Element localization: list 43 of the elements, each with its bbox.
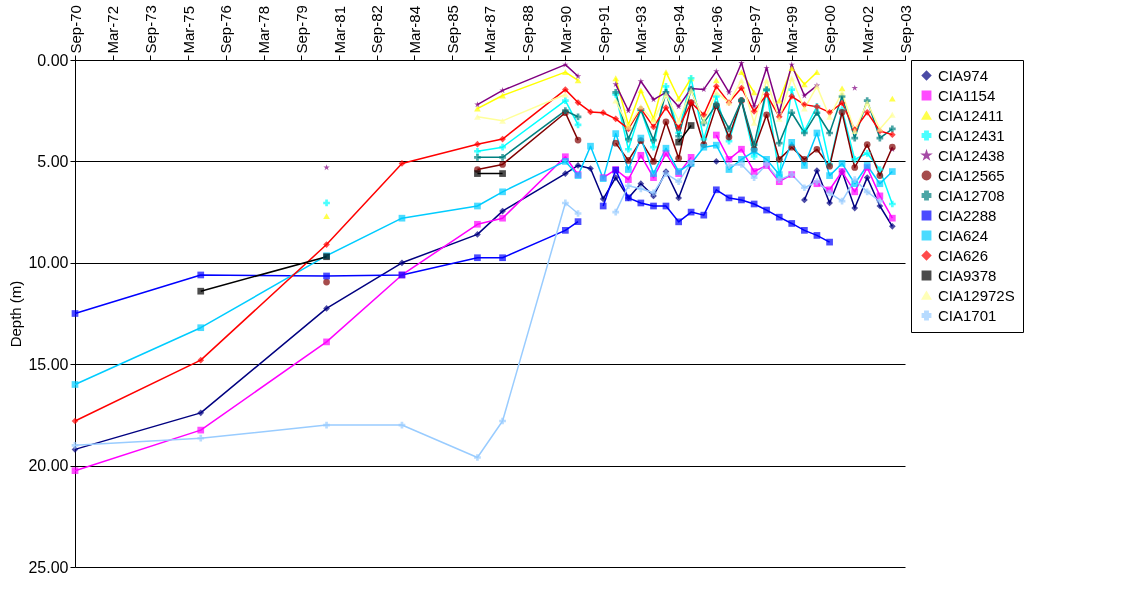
y-tick-label: 25.00 <box>28 558 69 576</box>
legend-label: CIA626 <box>938 246 989 264</box>
legend-label: CIA12972S <box>938 286 1015 304</box>
x-tick-label: Mar-87 <box>481 5 499 54</box>
x-tick-label: Sep-91 <box>594 5 612 54</box>
x-tick-label: Sep-79 <box>292 5 310 54</box>
legend-label: CIA12411 <box>938 106 1004 124</box>
x-tick-label: Sep-82 <box>368 5 386 54</box>
legend-label: CIA12438 <box>938 146 1005 164</box>
x-tick-label: Mar-75 <box>179 5 197 54</box>
x-tick-label: Mar-81 <box>330 5 348 54</box>
x-tick-label: Mar-90 <box>556 5 574 54</box>
x-tick-label: Mar-72 <box>104 5 122 54</box>
x-tick-label: Sep-88 <box>519 5 537 54</box>
legend-label: CIA2288 <box>938 206 997 224</box>
legend-label: CIA624 <box>938 226 989 244</box>
x-tick-label: Sep-73 <box>141 5 159 54</box>
x-tick-label: Mar-02 <box>858 5 876 54</box>
y-tick-label: 10.00 <box>28 254 69 272</box>
x-tick-label: Mar-93 <box>632 5 650 54</box>
y-tick-label: 0.00 <box>37 51 69 69</box>
legend-label: CIA1154 <box>938 86 996 104</box>
y-axis-title: Depth (m) <box>7 280 25 348</box>
y-tick-label: 5.00 <box>37 152 69 170</box>
legend-label: CIA12708 <box>938 186 1005 204</box>
x-tick-label: Mar-78 <box>255 5 273 54</box>
x-tick-label: Sep-70 <box>66 5 84 54</box>
x-tick-label: Mar-96 <box>707 5 725 54</box>
x-tick-label: Sep-00 <box>821 5 839 54</box>
x-tick-label: Sep-85 <box>443 5 461 54</box>
legend-label: CIA12565 <box>938 166 1005 184</box>
y-tick-label: 15.00 <box>28 355 69 373</box>
legend-label: CIA12431 <box>938 126 1005 144</box>
x-tick-label: Mar-84 <box>405 5 423 54</box>
legend-label: CIA9378 <box>938 266 997 284</box>
x-tick-label: Sep-94 <box>670 5 688 54</box>
x-tick-label: Sep-03 <box>896 5 914 54</box>
x-tick-label: Sep-76 <box>217 5 235 54</box>
x-tick-label: Sep-97 <box>745 5 763 54</box>
legend-label: CIA1701 <box>938 306 997 324</box>
x-tick-label: Mar-99 <box>783 5 801 54</box>
y-tick-label: 20.00 <box>28 457 69 475</box>
legend-label: CIA974 <box>938 66 989 84</box>
